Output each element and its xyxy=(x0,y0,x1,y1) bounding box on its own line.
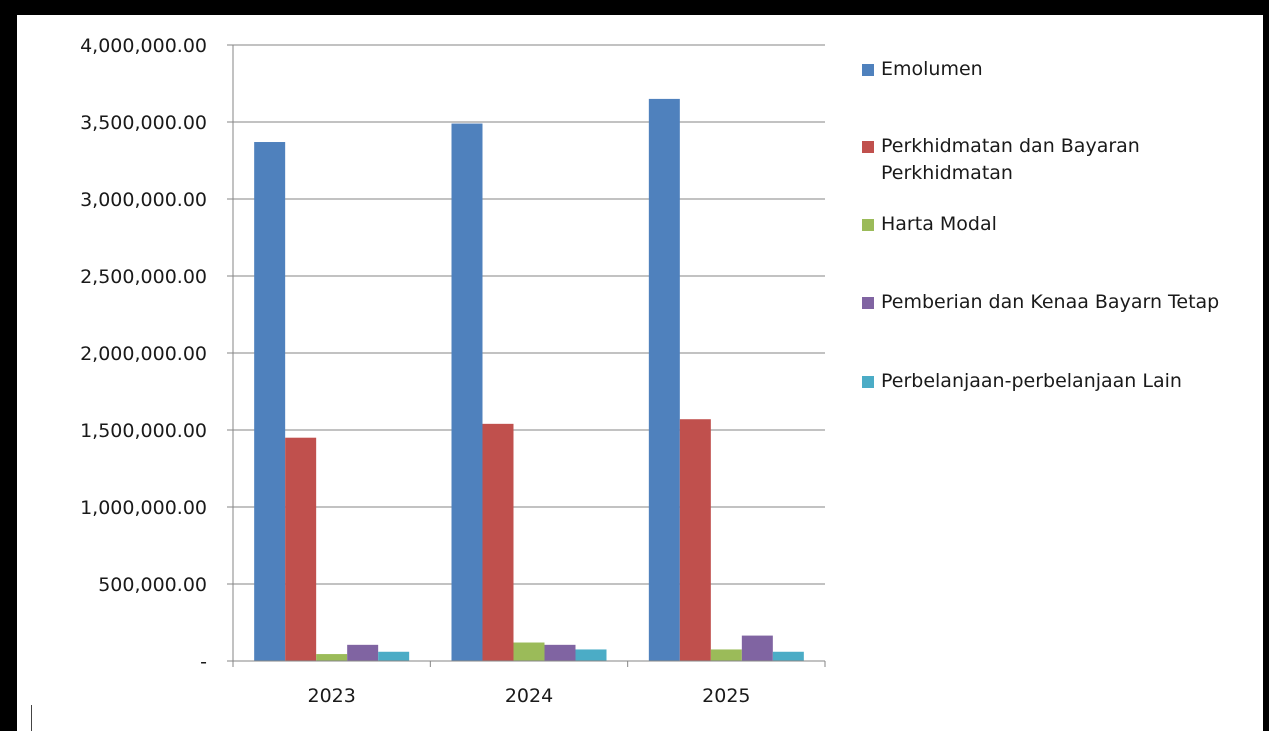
x-tick-label: 2024 xyxy=(505,685,553,707)
legend-item-emolumen: Emolumen xyxy=(862,56,1241,83)
bar xyxy=(451,123,483,662)
y-tick-label: 500,000.00 xyxy=(98,574,207,596)
y-tick-label: 4,000,000.00 xyxy=(80,35,207,57)
legend-label: Emolumen xyxy=(881,58,983,80)
legend-label: Pemberian dan Kenaa Bayarn Tetap xyxy=(881,291,1220,313)
y-tick-labels: - 500,000.00 1,000,000.00 1,500,000.00 2,000… xyxy=(80,35,207,673)
legend-item-pemberian: Pemberian dan Kenaa Bayarn Tetap xyxy=(862,289,1241,316)
bar xyxy=(648,98,680,661)
legend-label: Perkhidmatan dan Bayaran Perkhidmatan xyxy=(881,135,1140,184)
frame-divider xyxy=(31,705,32,731)
bar xyxy=(679,419,711,661)
bar xyxy=(316,654,348,661)
bar xyxy=(378,651,410,661)
bar xyxy=(482,423,514,661)
y-tick-label: 3,000,000.00 xyxy=(80,189,207,211)
y-tick-label: 1,500,000.00 xyxy=(80,420,207,442)
y-tick-label: 1,000,000.00 xyxy=(80,497,207,519)
x-tick-label: 2023 xyxy=(307,685,355,707)
y-tick-label: - xyxy=(200,651,207,673)
legend-item-perkhidmatan: Perkhidmatan dan Bayaran Perkhidmatan xyxy=(862,133,1241,187)
legend-item-perbelanjaan-lain: Perbelanjaan-perbelanjaan Lain xyxy=(862,368,1241,395)
bar xyxy=(254,142,286,661)
bar xyxy=(285,437,317,661)
legend-item-harta-modal: Harta Modal xyxy=(862,211,1241,238)
y-tick-label: 3,500,000.00 xyxy=(80,112,207,134)
bar xyxy=(710,649,742,661)
bar xyxy=(544,644,576,661)
legend-swatch xyxy=(862,376,874,388)
legend-swatch xyxy=(862,297,874,309)
y-tick-label: 2,000,000.00 xyxy=(80,343,207,365)
x-tick-label: 2025 xyxy=(702,685,750,707)
y-tick-label: 2,500,000.00 xyxy=(80,266,207,288)
legend-label: Harta Modal xyxy=(881,213,997,235)
bar xyxy=(575,649,607,661)
chart-frame xyxy=(17,15,1263,731)
bar xyxy=(347,644,379,661)
legend-swatch xyxy=(862,141,874,153)
bar xyxy=(513,642,545,661)
legend-swatch xyxy=(862,219,874,231)
gridlines xyxy=(227,44,825,662)
bar xyxy=(772,651,804,661)
bars xyxy=(254,98,804,662)
legend-swatch xyxy=(862,64,874,76)
axes xyxy=(232,45,826,667)
x-tick-labels: 2023 2024 2025 xyxy=(307,685,750,707)
legend-label: Perbelanjaan-perbelanjaan Lain xyxy=(881,370,1182,392)
bar xyxy=(741,635,773,661)
